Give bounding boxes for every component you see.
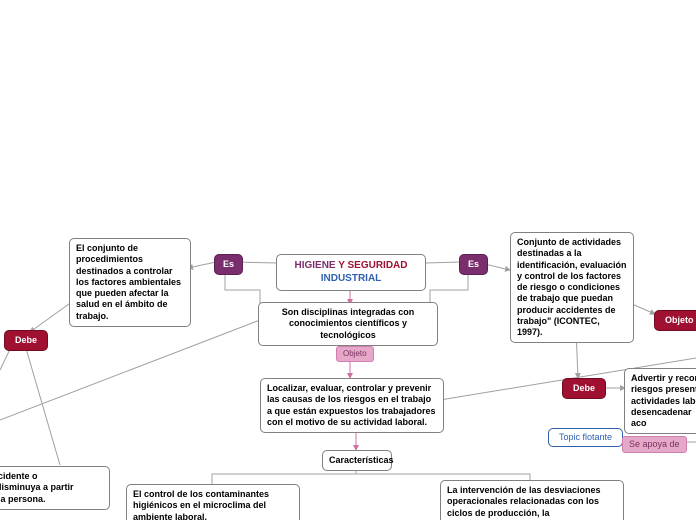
debe-left-badge[interactable]: Debe (4, 330, 48, 351)
title-seguridad: SEGURIDAD (348, 260, 408, 271)
objeto-red-badge[interactable]: Objeto (654, 310, 696, 331)
advertir-fragment-node[interactable]: Advertir y recono riesgos presente activ… (624, 368, 696, 434)
right-definition-node[interactable]: Conjunto de actividades destinadas a la … (510, 232, 634, 343)
title-node[interactable]: HIGIENE Y SEGURIDAD INDUSTRIAL (276, 254, 426, 291)
debe-right-badge[interactable]: Debe (562, 378, 606, 399)
caracteristicas-node[interactable]: Características (322, 450, 392, 471)
title-y: Y (338, 260, 345, 271)
title-industrial: INDUSTRIAL (321, 273, 382, 284)
localize-node[interactable]: Localizar, evaluar, controlar y prevenir… (260, 378, 444, 433)
se-apoya-badge[interactable]: Se apoya de (622, 436, 687, 453)
mindmap-canvas[interactable]: HIGIENE Y SEGURIDAD INDUSTRIAL Es Es El … (0, 0, 696, 520)
title-higiene: HIGIENE (294, 260, 335, 271)
objeto-pink-badge[interactable]: Objeto (336, 346, 374, 362)
disciplines-node[interactable]: Son disciplinas integradas con conocimie… (258, 302, 438, 346)
es-right-badge[interactable]: Es (459, 254, 488, 275)
left-definition-node[interactable]: El conjunto de procedimientos destinados… (69, 238, 191, 327)
control-contaminantes-node[interactable]: El control de los contaminantes higiénic… (126, 484, 300, 520)
intervencion-node[interactable]: La intervención de las desviaciones oper… (440, 480, 624, 520)
es-left-badge[interactable]: Es (214, 254, 243, 275)
bottom-left-fragment-node[interactable]: e un accidente o ente o disminuya a part… (0, 466, 110, 510)
topic-flotante-badge[interactable]: Topic flotante (548, 428, 623, 447)
